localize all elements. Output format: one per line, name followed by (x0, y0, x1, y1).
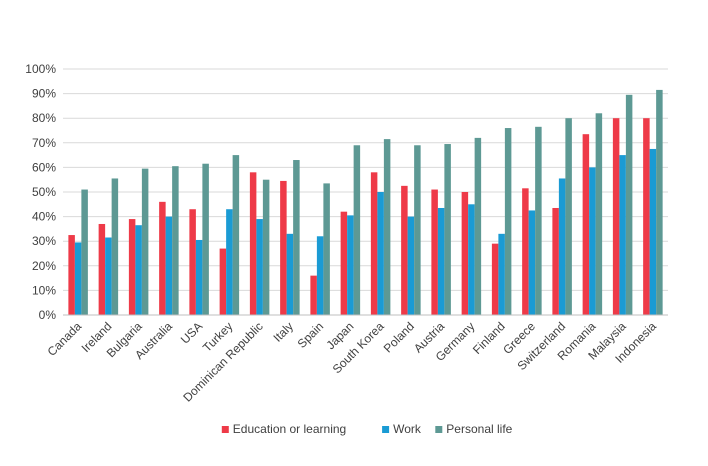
bar-personal-life-bulgaria (141, 168, 149, 315)
x-tick-label: Canada (45, 319, 85, 359)
bar-education-or-learning-germany (461, 192, 469, 315)
gridlines (63, 68, 668, 291)
bar-work-japan (347, 215, 354, 315)
legend-swatch-education-or-learning (221, 426, 229, 433)
y-tick-label: 80% (32, 111, 56, 125)
y-tick-label: 40% (32, 210, 56, 224)
bar-work-usa (195, 239, 203, 315)
bar-education-or-learning-usa (189, 209, 196, 315)
bar-education-or-learning-poland (401, 185, 408, 315)
legend-label-education-or-learning: Education or learning (233, 422, 346, 436)
y-tick-label: 30% (32, 234, 56, 248)
bar-personal-life-ireland (111, 178, 119, 315)
bar-education-or-learning-bulgaria (128, 219, 136, 315)
legend: Education or learning Work Personal life (221, 422, 513, 436)
bar-work-canada (74, 242, 82, 315)
y-tick-label: 70% (32, 136, 56, 150)
bar-work-dominican-republic (256, 219, 263, 315)
bar-work-spain (316, 236, 324, 315)
x-tick-label: Finland (470, 319, 508, 357)
legend-label-work: Work (393, 422, 422, 436)
bar-education-or-learning-malaysia (612, 118, 620, 315)
bar-personal-life-malaysia (625, 94, 633, 315)
legend-swatch-personal-life (435, 426, 443, 433)
bar-work-turkey (226, 209, 233, 315)
bar-personal-life-japan (353, 145, 361, 315)
bar-work-switzerland (558, 178, 566, 315)
bar-education-or-learning-turkey (219, 248, 227, 315)
bar-personal-life-australia (172, 166, 179, 315)
bar-education-or-learning-switzerland (552, 207, 559, 315)
bar-work-malaysia (619, 155, 626, 315)
bar-education-or-learning-greece (522, 188, 529, 315)
y-tick-label: 50% (32, 185, 56, 199)
bar-education-or-learning-indonesia (643, 118, 650, 315)
bar-work-ireland (105, 237, 112, 315)
y-tick-label: 60% (32, 160, 56, 174)
bar-education-or-learning-romania (582, 134, 590, 315)
bar-education-or-learning-japan (340, 211, 348, 315)
bar-education-or-learning-dominican-republic (249, 172, 257, 315)
y-tick-label: 10% (32, 283, 56, 297)
bar-personal-life-canada (81, 189, 88, 315)
y-tick-label: 90% (32, 87, 56, 101)
bar-education-or-learning-canada (68, 235, 75, 315)
x-tick-label: Spain (295, 319, 327, 351)
bars (68, 89, 663, 315)
bar-work-romania (589, 167, 596, 315)
bar-work-austria (437, 207, 445, 315)
bar-education-or-learning-australia (159, 201, 166, 315)
legend-swatch-work (382, 426, 390, 433)
x-tick-label: Italy (271, 319, 296, 344)
bar-personal-life-turkey (232, 155, 240, 315)
legend-label-personal-life: Personal life (446, 422, 512, 436)
bar-work-australia (165, 216, 173, 315)
bar-work-greece (528, 210, 536, 315)
bar-education-or-learning-austria (431, 189, 438, 315)
bar-education-or-learning-italy (280, 180, 287, 315)
bar-personal-life-poland (414, 145, 421, 315)
bar-personal-life-greece (535, 126, 542, 315)
bar-work-italy (286, 233, 294, 315)
y-tick-label: 100% (25, 62, 56, 76)
bar-work-bulgaria (135, 225, 142, 315)
bar-personal-life-italy (293, 160, 300, 315)
bar-education-or-learning-south-korea (370, 172, 378, 315)
bar-work-indonesia (649, 148, 657, 315)
bar-work-finland (498, 233, 505, 315)
bar-personal-life-germany (474, 137, 482, 315)
y-tick-label: 20% (32, 259, 56, 273)
y-axis-ticks: 0% 10% 20% 30% 40% 50% 60% 70% 80% 90% 100% (25, 62, 56, 322)
x-tick-label: Poland (381, 319, 417, 355)
bar-education-or-learning-ireland (98, 223, 106, 315)
bar-personal-life-south-korea (383, 139, 391, 315)
bar-personal-life-romania (595, 113, 603, 315)
bar-personal-life-indonesia (656, 89, 663, 315)
bar-work-germany (468, 204, 475, 315)
bar-personal-life-switzerland (565, 118, 572, 315)
bar-work-poland (407, 216, 415, 315)
bar-personal-life-spain (323, 183, 330, 315)
bar-personal-life-dominican-republic (262, 179, 270, 315)
bar-personal-life-finland (504, 128, 512, 315)
bar-personal-life-austria (444, 144, 451, 315)
bar-education-or-learning-finland (491, 243, 499, 315)
bar-personal-life-usa (202, 163, 209, 315)
bar-education-or-learning-spain (310, 275, 317, 315)
y-tick-label: 0% (39, 308, 57, 322)
bar-work-south-korea (377, 192, 384, 315)
